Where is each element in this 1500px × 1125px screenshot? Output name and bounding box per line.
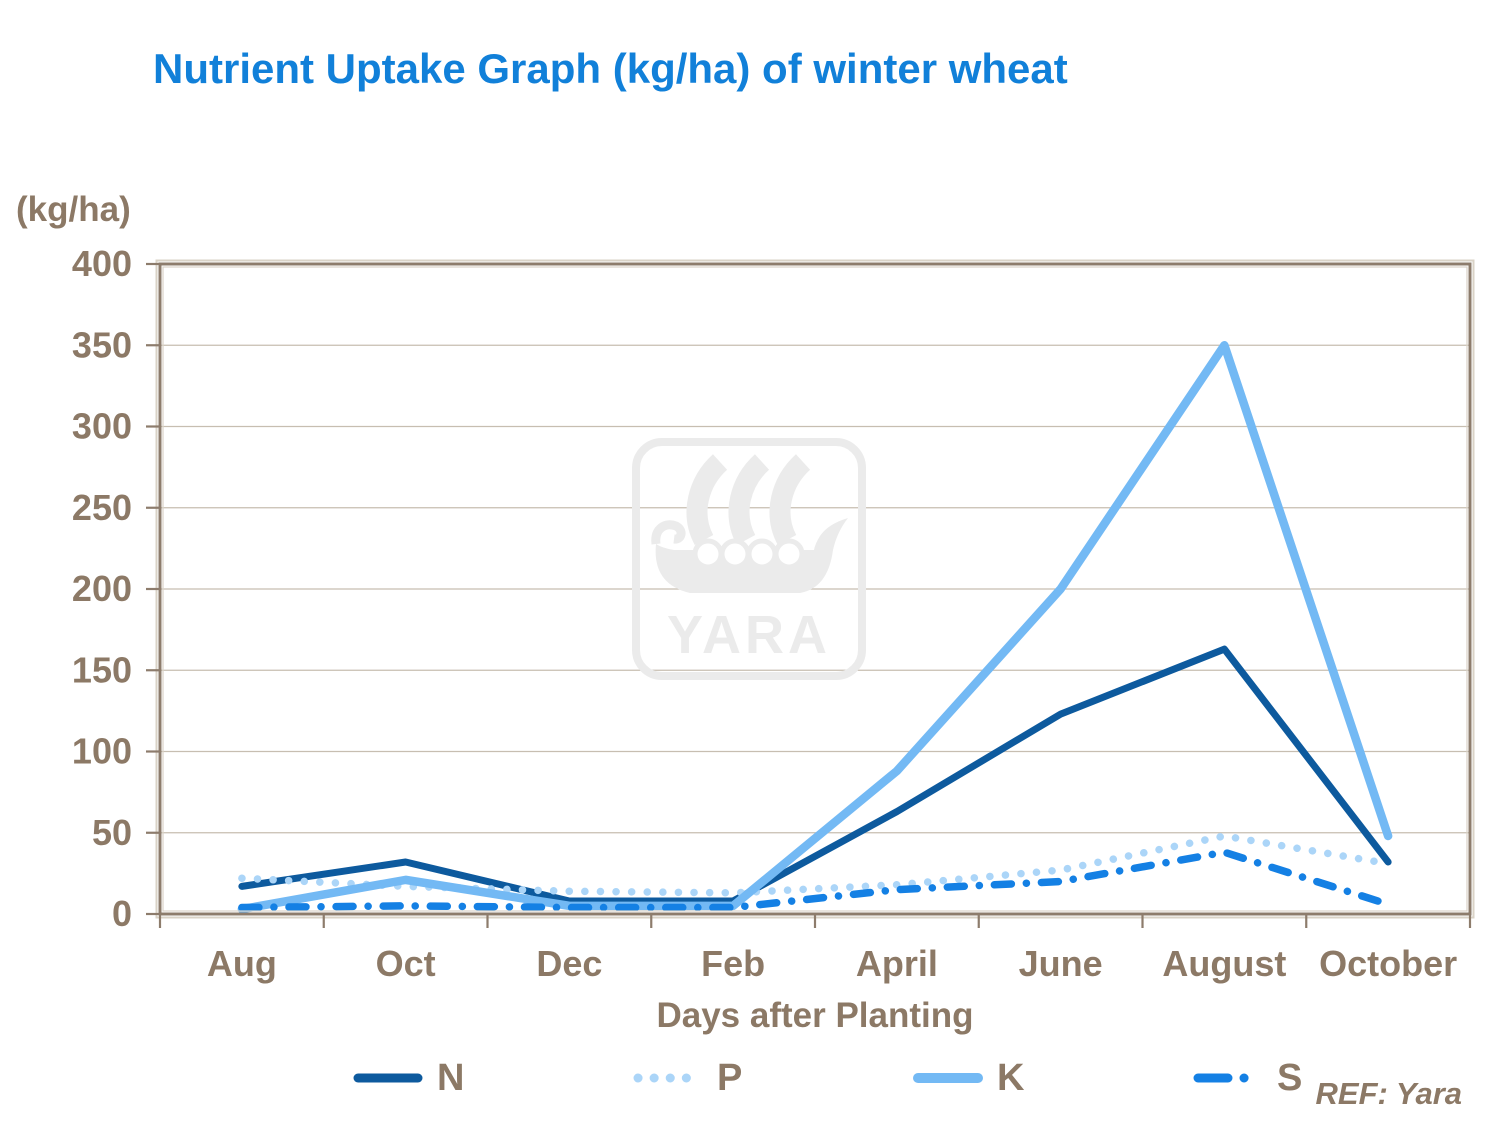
y-tick-label: 250 xyxy=(72,487,132,528)
watermark-frame xyxy=(632,438,866,680)
legend-key-K xyxy=(913,1073,983,1083)
axis-labels-layer: 0 50 100 150 200 250 300 350 400 Aug Oct Dec Feb Apri… xyxy=(72,243,1457,984)
yara-watermark: YARA xyxy=(632,438,866,680)
legend-item-S: S xyxy=(1193,1056,1302,1100)
legend-key-S xyxy=(1193,1073,1263,1083)
reference-note: REF: Yara xyxy=(1315,1076,1462,1111)
y-axis-unit-label: (kg/ha) xyxy=(16,190,131,229)
x-category-label: April xyxy=(856,943,938,984)
series-line-K xyxy=(237,341,1393,914)
y-tick-label: 100 xyxy=(72,731,132,772)
viking-ship-hull-icon xyxy=(651,518,848,593)
legend-label-S: S xyxy=(1277,1056,1303,1099)
legend-label-N: N xyxy=(437,1056,465,1099)
y-tick-label: 300 xyxy=(72,406,132,447)
legend-item-N: N xyxy=(353,1056,464,1100)
series-layer xyxy=(237,341,1393,914)
legend-item-K: K xyxy=(913,1056,1024,1100)
series-line-N xyxy=(238,645,1392,905)
gridlines-layer xyxy=(160,344,1470,834)
x-category-label: October xyxy=(1319,943,1457,984)
frame-inner-highlight xyxy=(162,266,1468,912)
watermark-text: YARA xyxy=(667,605,831,665)
viking-ship-sails-icon xyxy=(686,454,811,545)
legend-label-K: K xyxy=(997,1056,1025,1099)
x-category-label: August xyxy=(1162,943,1286,984)
legend-key-N xyxy=(353,1073,423,1083)
series-line-S xyxy=(238,848,1392,912)
x-category-label: Oct xyxy=(376,943,436,984)
y-tick-label: 200 xyxy=(72,568,132,609)
legend-key-P xyxy=(633,1073,703,1083)
y-tick-label: 400 xyxy=(72,243,132,284)
x-category-label: Feb xyxy=(701,943,765,984)
y-tick-label: 0 xyxy=(112,893,132,934)
x-axis-title: Days after Planting xyxy=(656,996,974,1035)
y-tick-label: 50 xyxy=(92,812,132,853)
y-tick-label: 150 xyxy=(72,649,132,690)
chart-title: Nutrient Uptake Graph (kg/ha) of winter … xyxy=(153,45,1068,92)
x-category-label: Aug xyxy=(207,943,277,984)
axes-frame-layer xyxy=(146,259,1475,928)
x-category-label: Dec xyxy=(536,943,602,984)
x-category-label: June xyxy=(1019,943,1103,984)
series-line-P xyxy=(238,832,1392,897)
y-tick-label: 350 xyxy=(72,324,132,365)
legend-label-P: P xyxy=(717,1056,743,1099)
legend-item-P: P xyxy=(633,1056,742,1100)
